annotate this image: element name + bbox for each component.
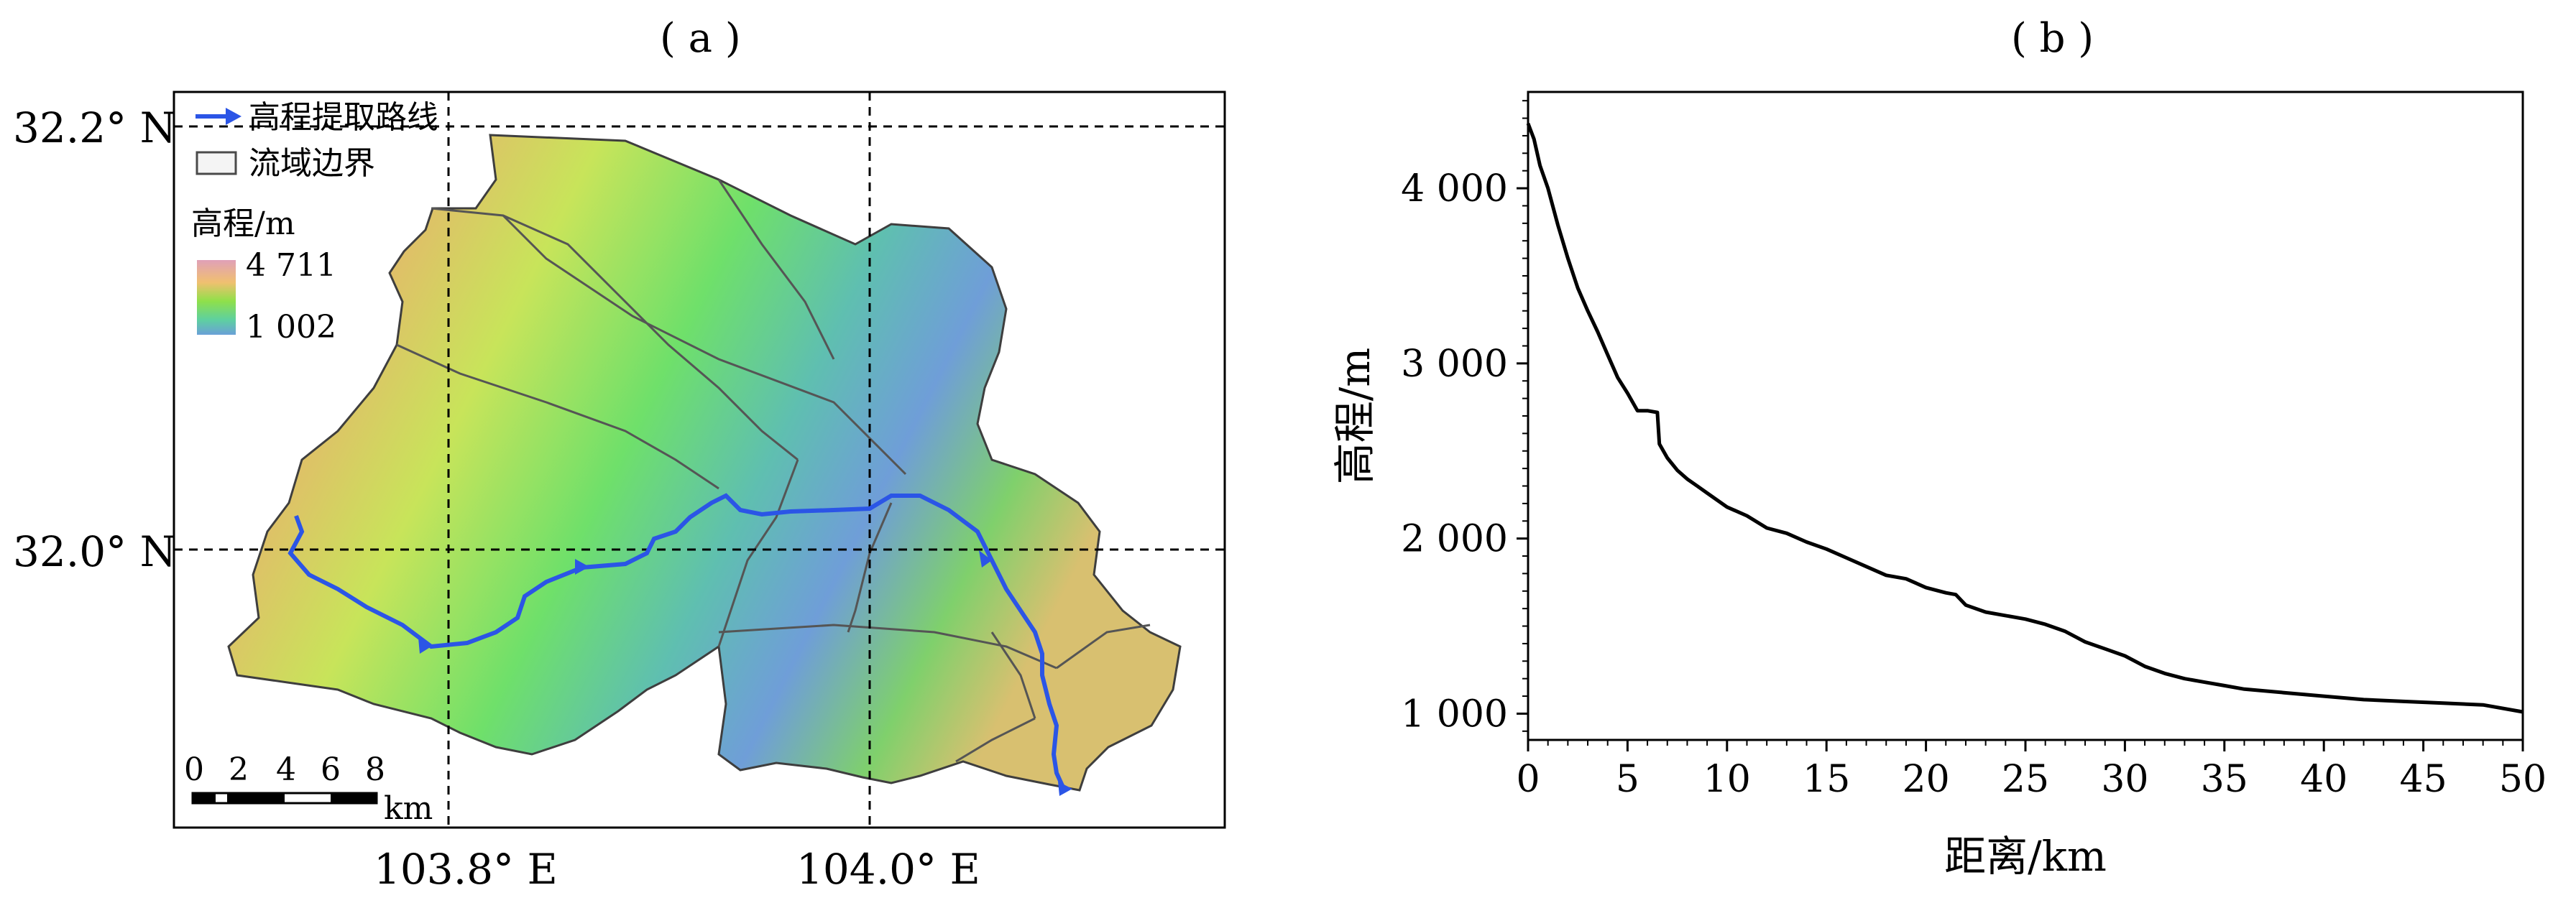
elevation-max-label: 4 711: [246, 247, 336, 284]
x-tick-label: 15: [1803, 758, 1850, 801]
route-legend-arrow-icon: [226, 108, 242, 125]
scale-bar: 0 2 4 6 8 km: [184, 751, 433, 827]
route-arrows: [418, 550, 1072, 796]
x-tick-label: 45: [2400, 758, 2447, 801]
scale-tick-0: 0: [184, 751, 204, 788]
elevation-legend-title: 高程/m: [191, 205, 295, 242]
y-tick-label: 1 000: [1401, 693, 1508, 736]
elevation-extraction-route: [288, 493, 1066, 790]
x-tick-label: 10: [1703, 758, 1751, 801]
x-tick-label: 50: [2499, 758, 2547, 801]
elevation-color-bar: [197, 260, 236, 335]
x-tick-label: 20: [1903, 758, 1950, 801]
x-tick-label: 5: [1616, 758, 1639, 801]
scale-tick-8: 8: [365, 751, 385, 788]
y-tick-label: 2 000: [1401, 518, 1508, 561]
scale-tick-2: 2: [229, 751, 249, 788]
route-legend-label: 高程提取路线: [249, 99, 438, 136]
watershed-dem: [227, 134, 1182, 792]
x-tick-label: 30: [2101, 758, 2148, 801]
legend-boundary-entry: 流域边界: [196, 145, 375, 182]
boundary-legend-label: 流域边界: [249, 145, 375, 182]
latitude-label-top: 32.2° N: [13, 103, 177, 152]
scale-unit-label: km: [384, 790, 433, 827]
y-tick-label: 4 000: [1401, 167, 1508, 210]
scale-tick-6: 6: [321, 751, 341, 788]
elevation-min-label: 1 002: [246, 309, 336, 346]
plot-area: [1527, 91, 2524, 741]
x-axis-title: 距离/km: [1944, 832, 2107, 881]
elevation-profile-line: [1526, 123, 2524, 714]
x-tick-label: 25: [2002, 758, 2049, 801]
boundary-legend-swatch: [196, 151, 237, 175]
longitude-label-right: 104.0° E: [796, 845, 980, 894]
latitude-label-middle: 32.0° N: [13, 527, 177, 576]
x-tick-label: 35: [2201, 758, 2248, 801]
x-tick-label: 40: [2300, 758, 2347, 801]
legend-route-entry: 高程提取路线: [196, 99, 438, 136]
y-tick-label: 3 000: [1401, 343, 1508, 386]
panel-a-label: ( a ): [660, 15, 741, 62]
scale-tick-4: 4: [276, 751, 296, 788]
panel-b-label: ( b ): [2011, 15, 2094, 62]
longitude-label-left: 103.8° E: [374, 845, 558, 894]
y-axis-title: 高程/m: [1330, 348, 1379, 485]
graticule: [174, 92, 1225, 828]
x-tick-label: 0: [1516, 758, 1540, 801]
